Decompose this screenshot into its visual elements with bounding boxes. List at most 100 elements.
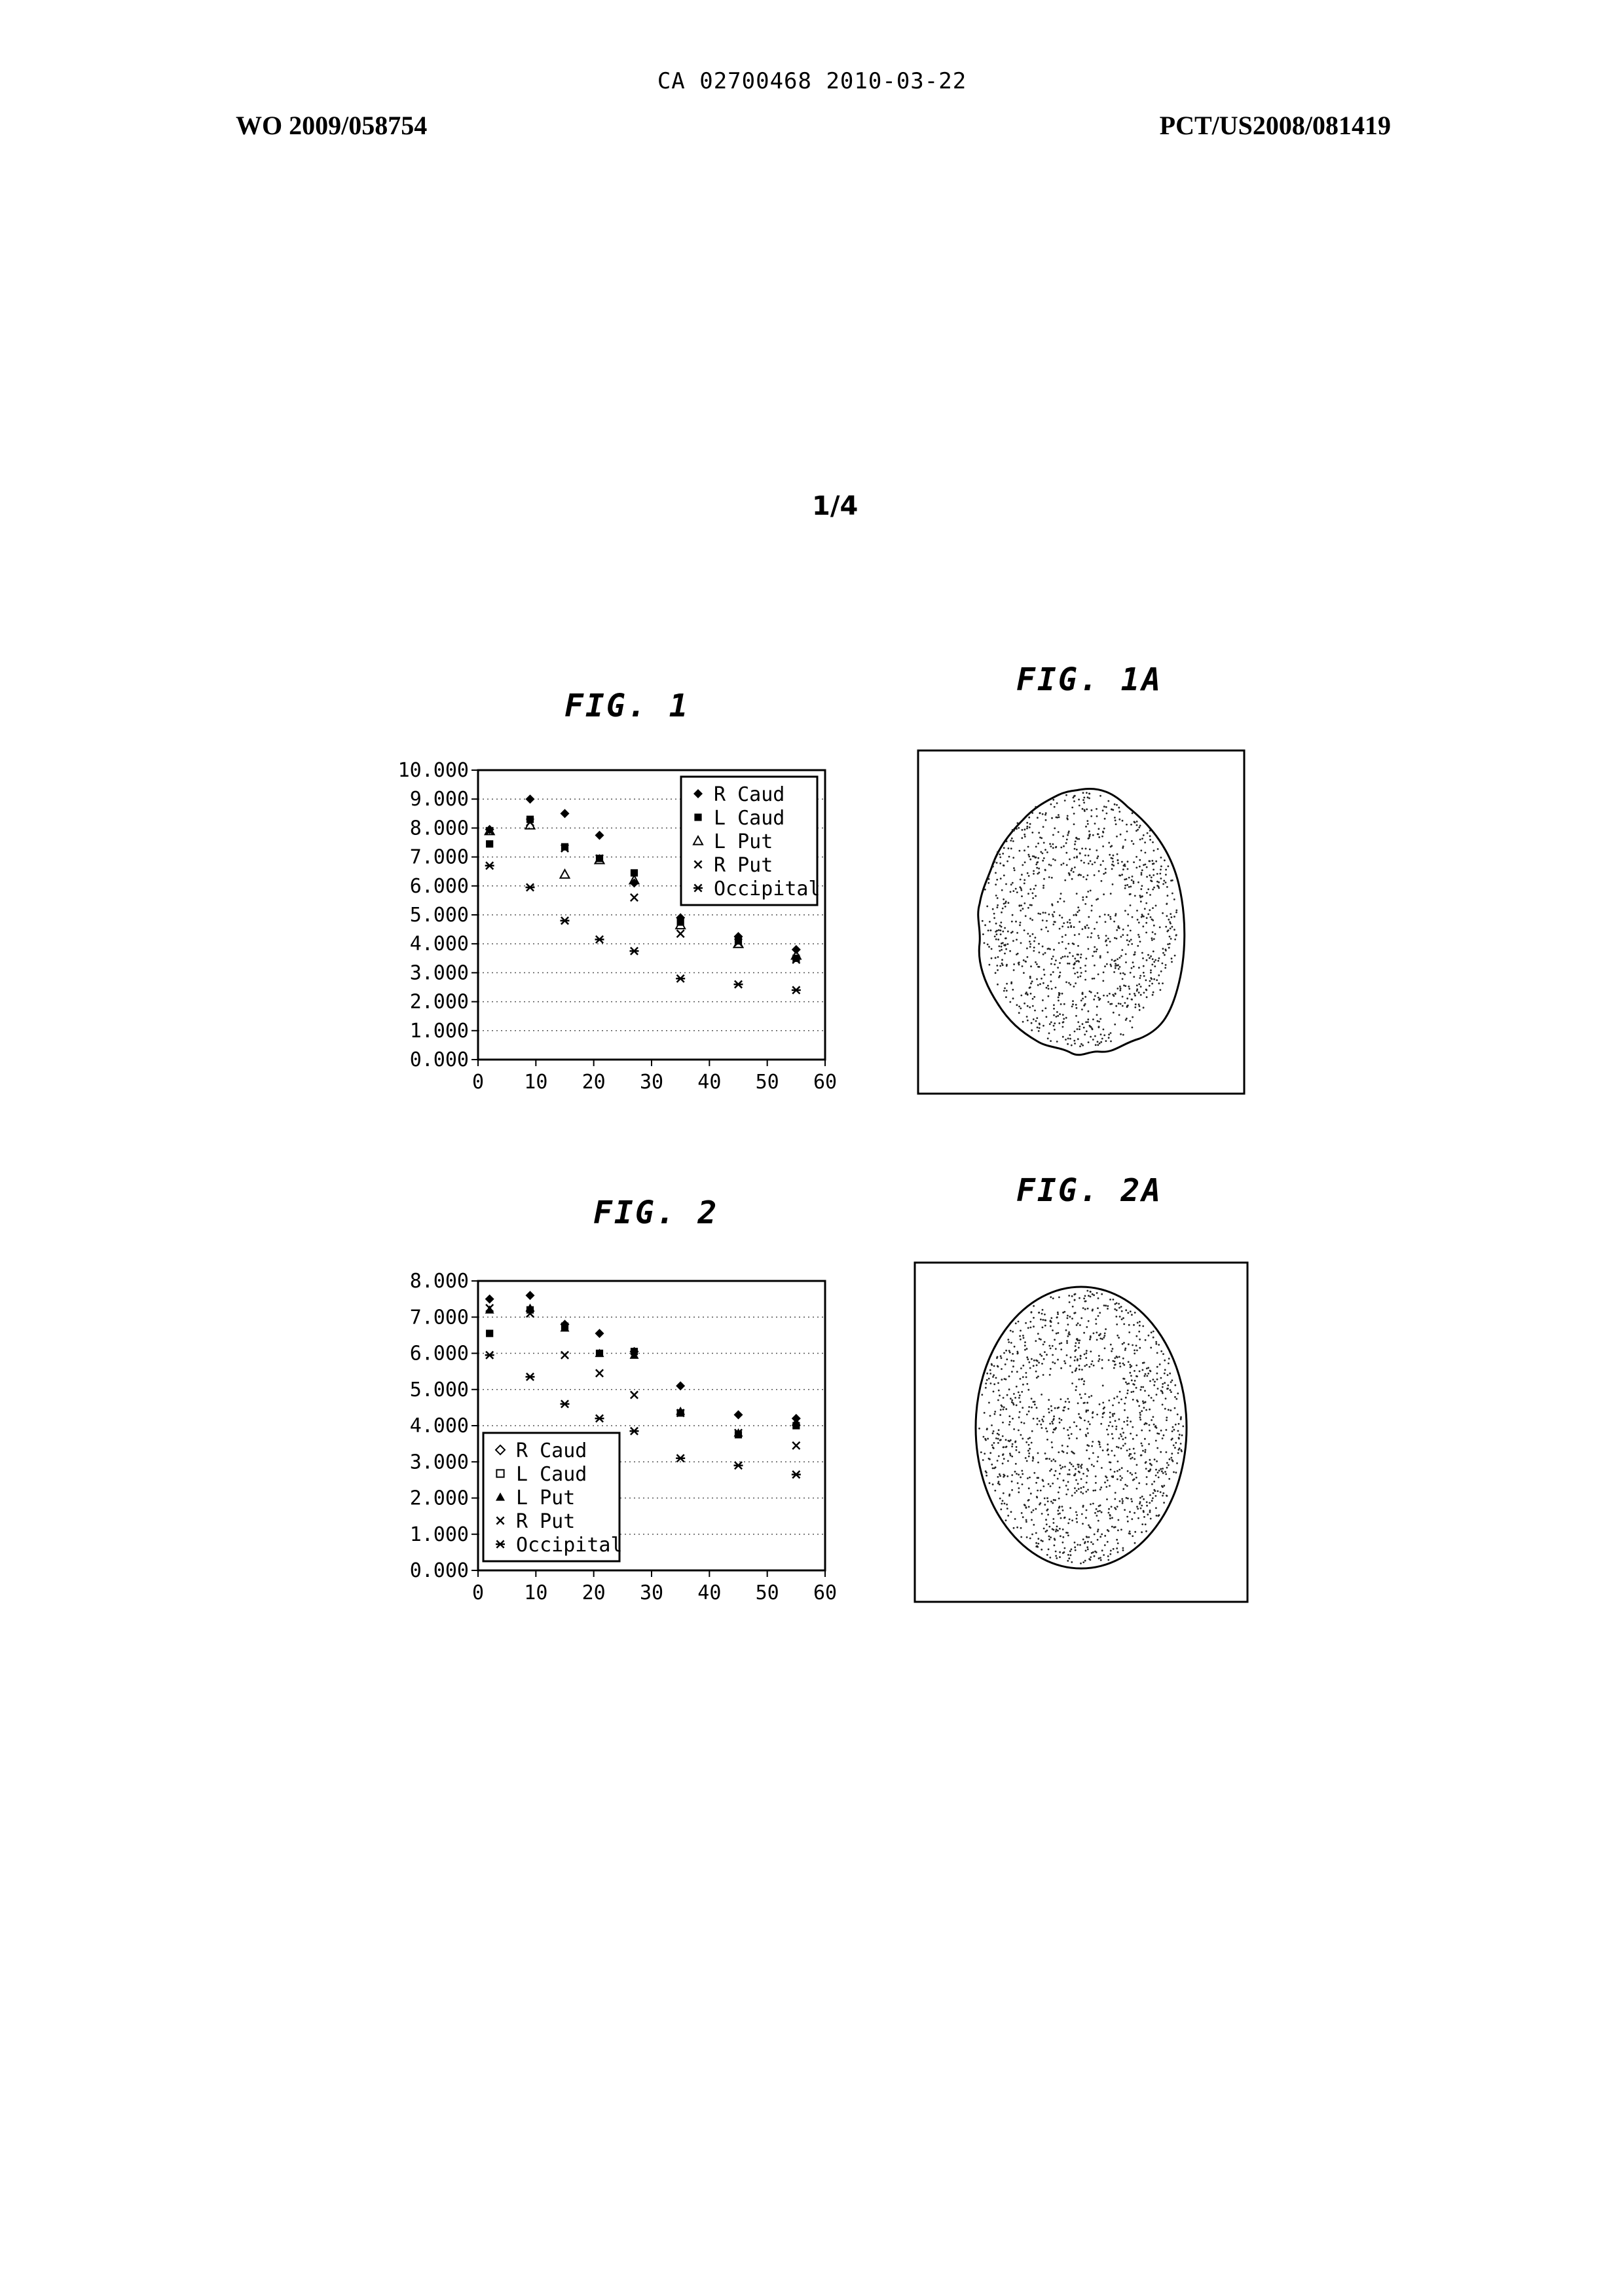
data-point-l-caud <box>561 1322 568 1329</box>
legend-label: R Put <box>516 1510 575 1533</box>
data-point-r-put <box>561 845 568 852</box>
data-point-l-put <box>595 855 604 864</box>
data-point-r-put <box>526 819 534 826</box>
data-point-r-put <box>735 938 742 946</box>
data-point-r-put <box>631 1391 638 1398</box>
y-tick-label: 0.000 <box>410 1048 469 1071</box>
data-point-l-put <box>485 1305 494 1314</box>
fig1a-head-outline <box>978 788 1185 1054</box>
data-point-occipital <box>734 1462 743 1469</box>
legend-label: R Put <box>714 854 773 877</box>
x-tick-label: 30 <box>640 1071 663 1094</box>
data-point-occipital <box>561 917 570 924</box>
document-id-header: CA 02700468 2010-03-22 <box>0 68 1624 94</box>
legend-label: Occipital <box>714 878 821 900</box>
data-point-l-caud <box>735 1431 742 1438</box>
data-point-r-caud <box>526 1291 535 1300</box>
y-tick-label: 0.000 <box>410 1559 469 1582</box>
chart-legend: R CaudL CaudL PutR PutOccipital <box>681 777 821 905</box>
data-point-l-caud <box>596 855 603 862</box>
legend-label: L Caud <box>714 807 784 830</box>
data-point-r-caud <box>526 794 535 804</box>
y-tick-label: 5.000 <box>410 904 469 927</box>
data-point-occipital <box>485 1352 494 1359</box>
data-point-r-put <box>792 1442 800 1449</box>
data-point-r-caud <box>561 1320 570 1329</box>
legend-marker <box>693 789 703 798</box>
legend-label: R Caud <box>714 783 784 806</box>
data-point-r-caud <box>485 1295 494 1304</box>
data-point-occipital <box>561 1400 570 1407</box>
data-point-occipital <box>595 936 604 943</box>
y-tick-label: 6.000 <box>410 1342 469 1365</box>
data-point-l-caud <box>792 955 800 962</box>
legend-label: L Caud <box>516 1463 587 1486</box>
plot-frame <box>478 1281 825 1570</box>
legend-marker <box>496 1445 505 1454</box>
data-point-r-put <box>486 1305 493 1312</box>
data-point-l-put <box>485 826 494 835</box>
data-point-r-put <box>735 1429 742 1436</box>
data-point-r-caud <box>792 1414 801 1423</box>
data-point-l-put <box>630 1350 639 1359</box>
x-tick-label: 20 <box>582 1582 606 1604</box>
x-tick-label: 50 <box>756 1582 779 1604</box>
data-point-occipital <box>526 883 535 891</box>
legend-marker <box>693 884 703 891</box>
y-tick-label: 6.000 <box>410 875 469 898</box>
data-point-r-caud <box>595 1329 604 1338</box>
y-tick-label: 9.000 <box>410 788 469 811</box>
application-number: PCT/US2008/081419 <box>1160 110 1391 141</box>
data-point-l-caud <box>677 918 684 925</box>
data-point-l-caud <box>561 843 568 851</box>
data-point-r-put <box>792 956 800 963</box>
data-point-l-caud <box>526 816 534 823</box>
data-point-l-caud <box>631 869 638 876</box>
x-tick-label: 0 <box>472 1582 484 1604</box>
fig1a-title: FIG. 1A <box>1016 661 1162 698</box>
data-point-r-caud <box>676 1381 685 1390</box>
data-point-occipital <box>792 1471 801 1478</box>
page-number: 1/4 <box>812 491 858 521</box>
data-point-l-put <box>595 1349 604 1358</box>
legend-marker <box>496 1540 505 1547</box>
legend-label: R Caud <box>516 1439 587 1462</box>
x-tick-label: 40 <box>697 1582 721 1604</box>
data-point-r-caud <box>792 945 801 954</box>
x-tick-label: 60 <box>813 1582 837 1604</box>
x-tick-label: 10 <box>524 1582 547 1604</box>
y-tick-label: 1.000 <box>410 1523 469 1546</box>
data-point-r-put <box>596 855 603 862</box>
data-point-l-put <box>676 1407 685 1415</box>
data-point-r-put <box>677 1409 684 1416</box>
x-tick-label: 10 <box>524 1071 547 1094</box>
data-point-l-put <box>792 951 801 959</box>
plot-frame <box>478 770 825 1060</box>
data-point-l-caud <box>486 840 493 847</box>
data-point-r-put <box>486 827 493 834</box>
fig1a-frame <box>918 750 1244 1094</box>
data-point-r-put <box>677 930 684 937</box>
legend-marker <box>694 861 701 868</box>
legend-marker <box>496 1470 504 1477</box>
fig2a-title: FIG. 2A <box>1016 1172 1162 1209</box>
legend-label: Occipital <box>516 1534 623 1557</box>
y-tick-label: 8.000 <box>410 1270 469 1293</box>
data-point-r-put <box>526 1310 534 1317</box>
data-point-l-put <box>734 1428 743 1437</box>
data-point-l-put <box>526 821 535 829</box>
legend-marker <box>694 813 701 821</box>
y-tick-label: 4.000 <box>410 1415 469 1437</box>
data-point-occipital <box>676 975 685 982</box>
y-tick-label: 2.000 <box>410 991 469 1014</box>
data-point-r-put <box>631 894 638 901</box>
data-point-r-caud <box>630 878 639 887</box>
fig1-title: FIG. 1 <box>564 688 690 724</box>
data-point-occipital <box>595 1415 604 1422</box>
data-point-r-caud <box>561 809 570 818</box>
x-tick-label: 60 <box>813 1071 837 1094</box>
